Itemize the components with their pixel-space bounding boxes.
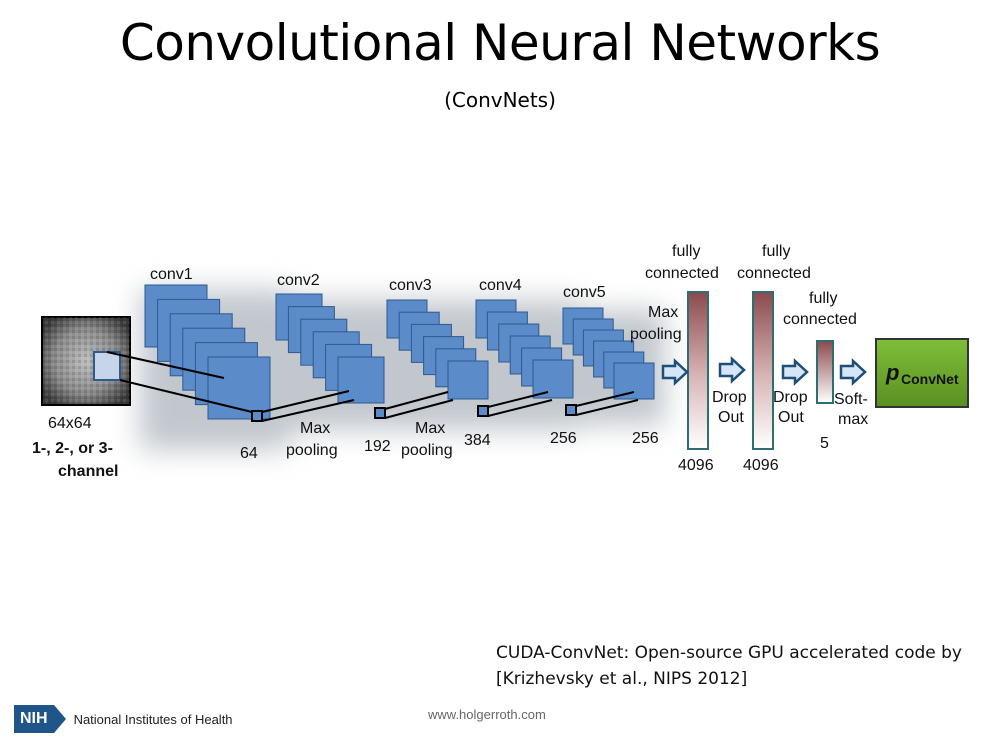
maxpool2-pooling: pooling	[401, 442, 453, 459]
flow-arrows	[661, 356, 867, 386]
slide-title: Convolutional Neural Networks	[119, 14, 881, 72]
softmax-max: max	[838, 411, 868, 428]
output-subscript: ConvNet	[901, 371, 959, 387]
conv4-count: 256	[550, 430, 577, 447]
nih-badge: NIH	[14, 705, 54, 733]
fc3-label-fully: fully	[809, 290, 837, 307]
flow-arrow-icon	[839, 358, 867, 386]
flow-arrow-icon	[781, 358, 809, 386]
conv4-label: conv4	[479, 277, 522, 294]
flow-arrow-icon	[718, 356, 746, 384]
output-p: p	[885, 360, 899, 385]
fc2-size: 4096	[743, 457, 779, 474]
nih-org-name: National Institutes of Health	[73, 711, 233, 727]
conv4-stack	[475, 299, 574, 399]
input-size: 64x64	[48, 415, 92, 432]
nih-chevron-icon	[53, 705, 66, 733]
conv1-stack	[144, 284, 271, 420]
fc2-label-connected: connected	[737, 265, 811, 282]
fc3-size: 5	[820, 435, 829, 452]
input-image	[41, 316, 131, 406]
fc3-label-connected: connected	[783, 311, 857, 328]
fc1-size: 4096	[678, 457, 714, 474]
nih-logo: NIH National Institutes of Health	[14, 704, 233, 734]
fc2-bar	[752, 291, 774, 450]
credit-line-1: CUDA-ConvNet: Open-source GPU accelerate…	[496, 643, 962, 663]
conv5-stack	[562, 307, 655, 400]
maxpool2-max: Max	[415, 420, 445, 437]
dropout2-out: Out	[778, 409, 804, 426]
conv2-count: 192	[364, 438, 391, 455]
diagram-labels: conv1 conv2 conv3 conv4 conv5 64 192 384…	[32, 243, 868, 480]
conv5-label: conv5	[563, 284, 606, 301]
connection-lines	[106, 351, 639, 422]
conv1-count: 64	[240, 445, 258, 462]
conv1-label: conv1	[150, 266, 193, 283]
conv3-feature-map	[447, 360, 489, 400]
output-box: p ConvNet	[875, 338, 969, 408]
dropout1-out: Out	[718, 409, 744, 426]
conv5-feature-map	[613, 362, 655, 400]
credit-text: CUDA-ConvNet: Open-source GPU accelerate…	[496, 640, 962, 692]
maxpool3-max: Max	[648, 304, 678, 321]
input-channels-line1: 1-, 2-, or 3-	[32, 440, 113, 457]
conv3-label: conv3	[389, 277, 432, 294]
flow-arrow-icon	[661, 358, 689, 386]
conv2-feature-map	[337, 356, 385, 404]
fc1-label-connected: connected	[645, 265, 719, 282]
conv5-count: 256	[632, 430, 659, 447]
slide-subtitle: (ConvNets)	[444, 88, 556, 112]
maxpool1-max: Max	[300, 420, 330, 437]
website-url: www.holgerroth.com	[428, 707, 546, 722]
conv2-stack	[275, 293, 385, 404]
fc3-bar	[816, 340, 834, 404]
fc2-label-fully: fully	[762, 243, 790, 260]
receptive-field-window	[93, 351, 121, 381]
conv-stacks	[144, 284, 655, 420]
dropout2-drop: Drop	[773, 389, 808, 406]
maxpool1-pooling: pooling	[286, 442, 338, 459]
fc1-label-fully: fully	[672, 243, 700, 260]
input-channels-line2: channel	[58, 463, 118, 480]
conv3-count: 384	[464, 432, 491, 449]
credit-line-2: [Krizhevsky et al., NIPS 2012]	[496, 669, 748, 689]
fc1-bar	[687, 291, 709, 450]
maxpool3-pooling: pooling	[630, 326, 682, 343]
conv2-label: conv2	[277, 272, 320, 289]
conv3-stack	[386, 299, 489, 400]
softmax-soft: Soft-	[834, 391, 868, 408]
dropout1-drop: Drop	[712, 389, 747, 406]
conv4-feature-map	[532, 359, 574, 399]
